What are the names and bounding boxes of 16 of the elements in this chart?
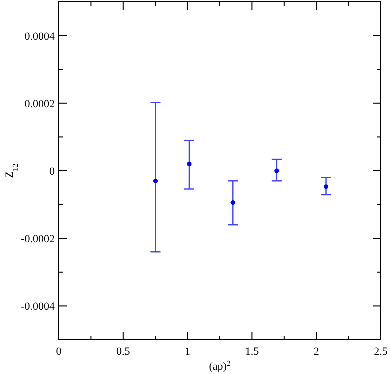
y-tick-label: -0.0002 (21, 234, 55, 246)
x-tick-label: 2.5 (374, 346, 388, 358)
x-tick-label: 1 (185, 346, 191, 358)
y-tick-label: 0 (50, 166, 56, 178)
x-tick-label: 0.5 (116, 346, 131, 358)
y-tick-label: 0.0004 (24, 30, 56, 43)
point (324, 184, 329, 190)
point (230, 200, 236, 206)
point (153, 178, 158, 184)
y-tick-label: 0.0002 (24, 98, 55, 110)
point (187, 162, 192, 167)
y-tick-label: -0.0004 (21, 301, 56, 314)
x-axis-title: (ap)$^{2}$ (209, 358, 231, 373)
x-tick-label: 1.5 (245, 346, 260, 358)
x-tick-label: 2 (314, 346, 320, 358)
point (274, 168, 280, 174)
